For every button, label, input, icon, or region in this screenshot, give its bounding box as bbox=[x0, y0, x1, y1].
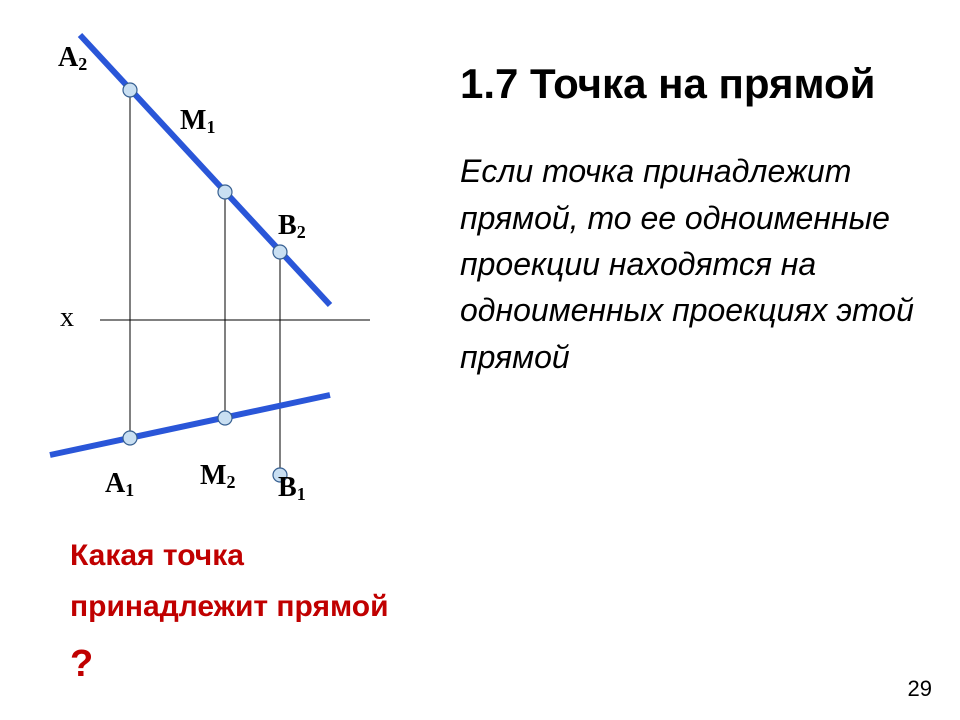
line-lower bbox=[50, 395, 330, 455]
point-M2 bbox=[218, 411, 232, 425]
question-mark: ? bbox=[70, 643, 93, 685]
text-column: 1.7 Точка на прямой Если точка принадлеж… bbox=[460, 60, 940, 380]
label-A1: A1 bbox=[105, 468, 134, 501]
body-paragraph: Если точка принадлежит прямой, то ее одн… bbox=[460, 148, 940, 380]
question-line1: Какая точка bbox=[70, 539, 244, 572]
label-B2: B2 bbox=[278, 210, 306, 243]
point-M1_upper bbox=[218, 185, 232, 199]
question-line2: принадлежит прямой bbox=[70, 590, 389, 623]
label-B1: B1 bbox=[278, 472, 306, 505]
line-upper bbox=[80, 35, 330, 305]
page-number: 29 bbox=[908, 676, 932, 702]
label-M2: M2 bbox=[200, 460, 235, 493]
section-heading: 1.7 Точка на прямой bbox=[460, 60, 940, 108]
label-M1: M1 bbox=[180, 105, 215, 138]
point-A2 bbox=[123, 83, 137, 97]
diagram-container: A2 M1 B2 A1 M2 B1 x bbox=[0, 0, 440, 520]
label-x-axis: x bbox=[60, 302, 74, 334]
label-A2: A2 bbox=[58, 42, 87, 75]
question-text: Какая точка принадлежит прямой ? bbox=[70, 530, 420, 697]
diagram-svg bbox=[0, 0, 440, 520]
point-B2 bbox=[273, 245, 287, 259]
point-A1 bbox=[123, 431, 137, 445]
